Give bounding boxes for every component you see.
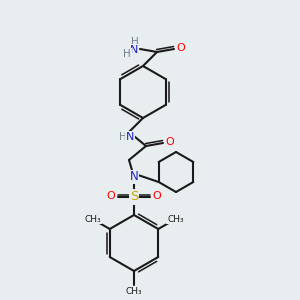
Text: O: O [106, 191, 116, 201]
Text: N: N [130, 170, 138, 184]
Text: H: H [123, 49, 131, 59]
Text: CH₃: CH₃ [84, 214, 101, 224]
Text: N: N [130, 45, 138, 55]
Text: H: H [119, 132, 127, 142]
Text: O: O [177, 43, 185, 53]
Text: O: O [166, 137, 174, 147]
Text: O: O [153, 191, 161, 201]
Text: CH₃: CH₃ [126, 287, 142, 296]
Text: H: H [131, 37, 139, 47]
Text: N: N [126, 132, 134, 142]
Text: S: S [130, 190, 138, 203]
Text: CH₃: CH₃ [167, 214, 184, 224]
